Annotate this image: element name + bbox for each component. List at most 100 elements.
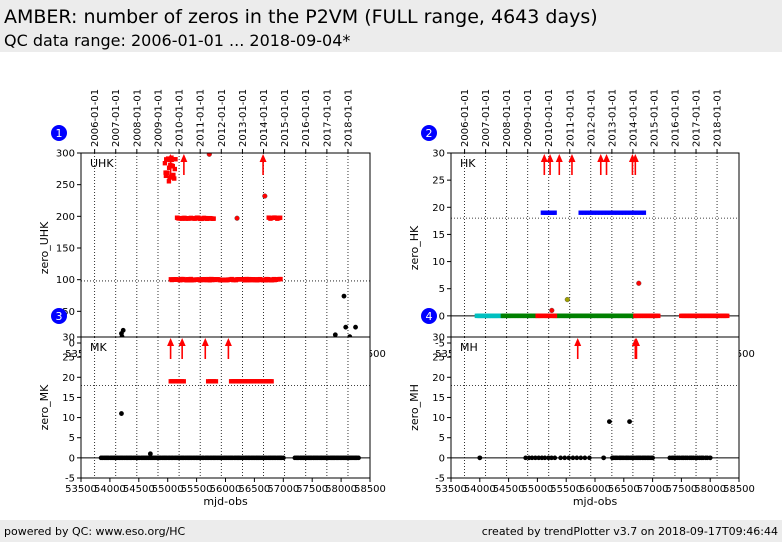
out-of-range-arrow <box>167 154 175 175</box>
header: AMBER: number of zeros in the P2VM (FULL… <box>0 0 782 52</box>
top-tick-label: 2010-01-01 <box>175 89 186 147</box>
out-of-range-arrow <box>180 154 188 175</box>
data-point <box>163 173 169 179</box>
data-point <box>529 455 535 461</box>
y-tick-label: 15 <box>62 393 75 404</box>
out-of-range-arrow <box>631 154 639 175</box>
y-tick-label: 5 <box>439 284 445 295</box>
data-point <box>638 210 643 215</box>
out-of-range-arrow <box>178 338 186 359</box>
data-point <box>656 313 661 319</box>
data-point <box>147 451 153 457</box>
y-tick-label: 20 <box>62 373 75 384</box>
y-tick-label: 15 <box>432 393 445 404</box>
y-tick-label: -5 <box>65 474 75 485</box>
x-tick-label: 54000 <box>464 484 496 495</box>
data-point <box>278 276 283 282</box>
data-point <box>641 210 647 215</box>
x-tick-label: 56500 <box>238 484 270 495</box>
data-point <box>234 215 240 221</box>
out-of-range-arrow <box>540 154 548 175</box>
top-tick-label: 2012-01-01 <box>217 89 228 147</box>
y-tick-label: 25 <box>432 176 445 187</box>
data-point <box>171 172 176 178</box>
data-point <box>166 179 172 184</box>
out-of-range-arrow <box>574 338 582 359</box>
x-tick-label: 55000 <box>152 484 184 495</box>
chart-panel-3: 5350054000545005500055500560005650057000… <box>38 308 386 508</box>
chart-panel-4: 5350054000545005500055500560005650057000… <box>408 308 755 508</box>
x-axis-label: mjd-obs <box>203 495 248 508</box>
data-point <box>594 210 600 215</box>
footer-credit[interactable]: powered by QC: www.eso.org/HC <box>4 525 186 538</box>
y-tick-label: 250 <box>56 180 75 191</box>
x-tick-label: 53500 <box>65 484 97 495</box>
data-point <box>549 455 554 461</box>
footer: powered by QC: www.eso.org/HC created by… <box>0 520 782 542</box>
top-tick-label: 2018-01-01 <box>343 89 354 147</box>
top-tick-label: 2006-01-01 <box>460 89 471 147</box>
plot-area <box>451 153 739 343</box>
top-tick-label: 2011-01-01 <box>565 89 576 147</box>
top-tick-label: 2017-01-01 <box>692 89 703 147</box>
y-tick-label: 10 <box>62 413 75 424</box>
top-tick-label: 2007-01-01 <box>111 89 122 147</box>
data-point <box>172 166 178 172</box>
page-title: AMBER: number of zeros in the P2VM (FULL… <box>4 6 598 28</box>
data-point <box>634 210 640 215</box>
data-point <box>582 455 588 461</box>
data-point <box>562 455 568 461</box>
y-tick-label: 20 <box>432 203 445 214</box>
data-point <box>601 210 607 215</box>
top-tick-label: 2012-01-01 <box>586 89 597 147</box>
data-point <box>172 176 177 181</box>
data-point <box>277 215 283 220</box>
out-of-range-arrow <box>167 338 175 359</box>
data-point <box>332 332 338 338</box>
data-point <box>181 379 186 384</box>
plot-area <box>81 337 370 478</box>
panel-label: HK <box>460 157 476 170</box>
panel-number: 2 <box>426 127 433 140</box>
data-point <box>166 165 172 170</box>
panel-label: UHK <box>90 157 114 170</box>
panel-number: 4 <box>426 310 433 323</box>
y-tick-label: 0 <box>69 453 75 464</box>
top-tick-label: 2010-01-01 <box>544 89 555 147</box>
y-tick-label: 30 <box>432 333 445 344</box>
x-tick-label: 57000 <box>637 484 669 495</box>
data-point <box>206 153 212 157</box>
y-tick-label: 5 <box>439 433 445 444</box>
data-point <box>173 157 178 162</box>
data-point <box>625 210 630 215</box>
data-point <box>165 156 171 161</box>
data-point <box>552 455 558 461</box>
data-point <box>356 455 361 461</box>
out-of-range-arrow <box>603 154 611 175</box>
data-point <box>549 307 555 314</box>
data-point <box>578 210 583 215</box>
y-tick-label: 25 <box>432 353 445 364</box>
data-point <box>343 324 349 330</box>
y-tick-label: 10 <box>432 413 445 424</box>
y-tick-label: 15 <box>432 230 445 241</box>
data-point <box>650 455 656 461</box>
y-axis-label: zero_HK <box>408 225 421 270</box>
y-tick-label: 300 <box>56 149 75 160</box>
out-of-range-arrow <box>555 154 563 175</box>
data-point <box>477 455 483 461</box>
x-tick-label: 55500 <box>181 484 213 495</box>
data-points <box>98 379 361 461</box>
x-tick-label: 53500 <box>435 484 467 495</box>
panel-label: MH <box>460 341 478 354</box>
y-tick-label: -5 <box>435 474 445 485</box>
y-tick-label: 30 <box>62 333 75 344</box>
y-axis-label: zero_MH <box>408 384 421 431</box>
plot-area <box>81 153 370 343</box>
chart-panel-1: 5350054000545005500055500560005650057000… <box>38 89 386 373</box>
top-tick-label: 2013-01-01 <box>607 89 618 147</box>
y-tick-label: 0 <box>439 453 445 464</box>
data-point <box>211 216 216 221</box>
panel-number-badge <box>51 308 67 324</box>
y-tick-label: 200 <box>56 212 75 223</box>
